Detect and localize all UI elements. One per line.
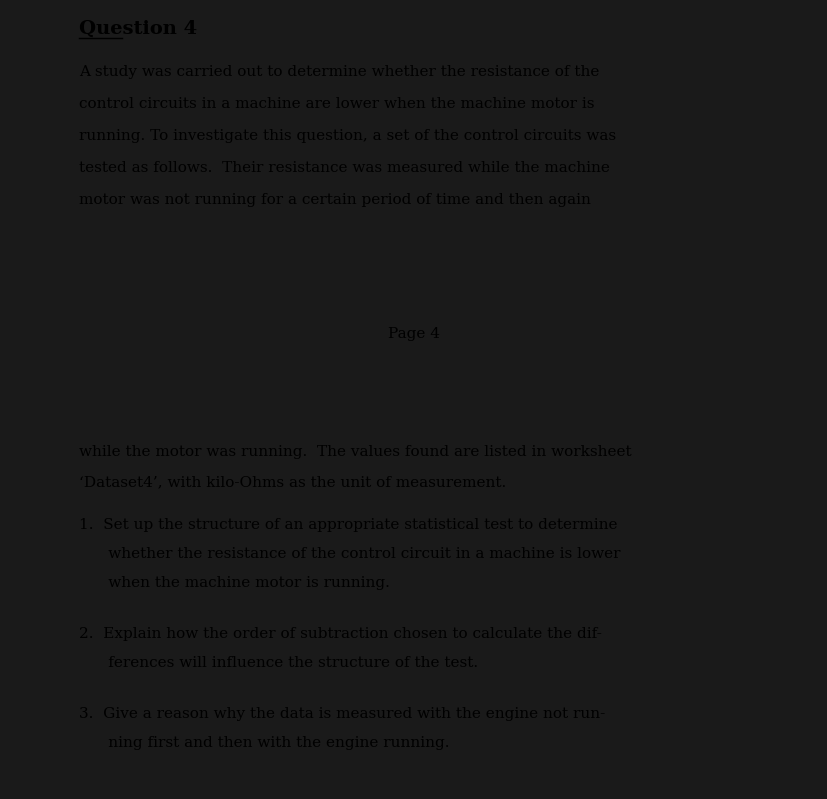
Text: A study was carried out to determine whether the resistance of the: A study was carried out to determine whe… [79, 66, 598, 79]
Text: 2.  Explain how the order of subtraction chosen to calculate the dif-: 2. Explain how the order of subtraction … [79, 626, 600, 641]
Text: whether the resistance of the control circuit in a machine is lower: whether the resistance of the control ci… [79, 547, 619, 561]
Text: control circuits in a machine are lower when the machine motor is: control circuits in a machine are lower … [79, 97, 594, 111]
Text: Page 4: Page 4 [388, 328, 439, 341]
Text: 3.  Give a reason why the data is measured with the engine not run-: 3. Give a reason why the data is measure… [79, 706, 605, 721]
Text: running. To investigate this question, a set of the control circuits was: running. To investigate this question, a… [79, 129, 615, 144]
Text: Question 4: Question 4 [79, 20, 197, 38]
Text: motor was not running for a certain period of time and then again: motor was not running for a certain peri… [79, 193, 590, 208]
Text: ning first and then with the engine running.: ning first and then with the engine runn… [79, 736, 448, 749]
Text: ‘Dataset4’, with kilo-Ohms as the unit of measurement.: ‘Dataset4’, with kilo-Ohms as the unit o… [79, 475, 505, 490]
Text: tested as follows.  Their resistance was measured while the machine: tested as follows. Their resistance was … [79, 161, 609, 176]
Text: ferences will influence the structure of the test.: ferences will influence the structure of… [79, 655, 477, 670]
Text: while the motor was running.  The values found are listed in worksheet: while the motor was running. The values … [79, 445, 630, 459]
Text: when the machine motor is running.: when the machine motor is running. [79, 575, 389, 590]
Text: 1.  Set up the structure of an appropriate statistical test to determine: 1. Set up the structure of an appropriat… [79, 518, 616, 531]
